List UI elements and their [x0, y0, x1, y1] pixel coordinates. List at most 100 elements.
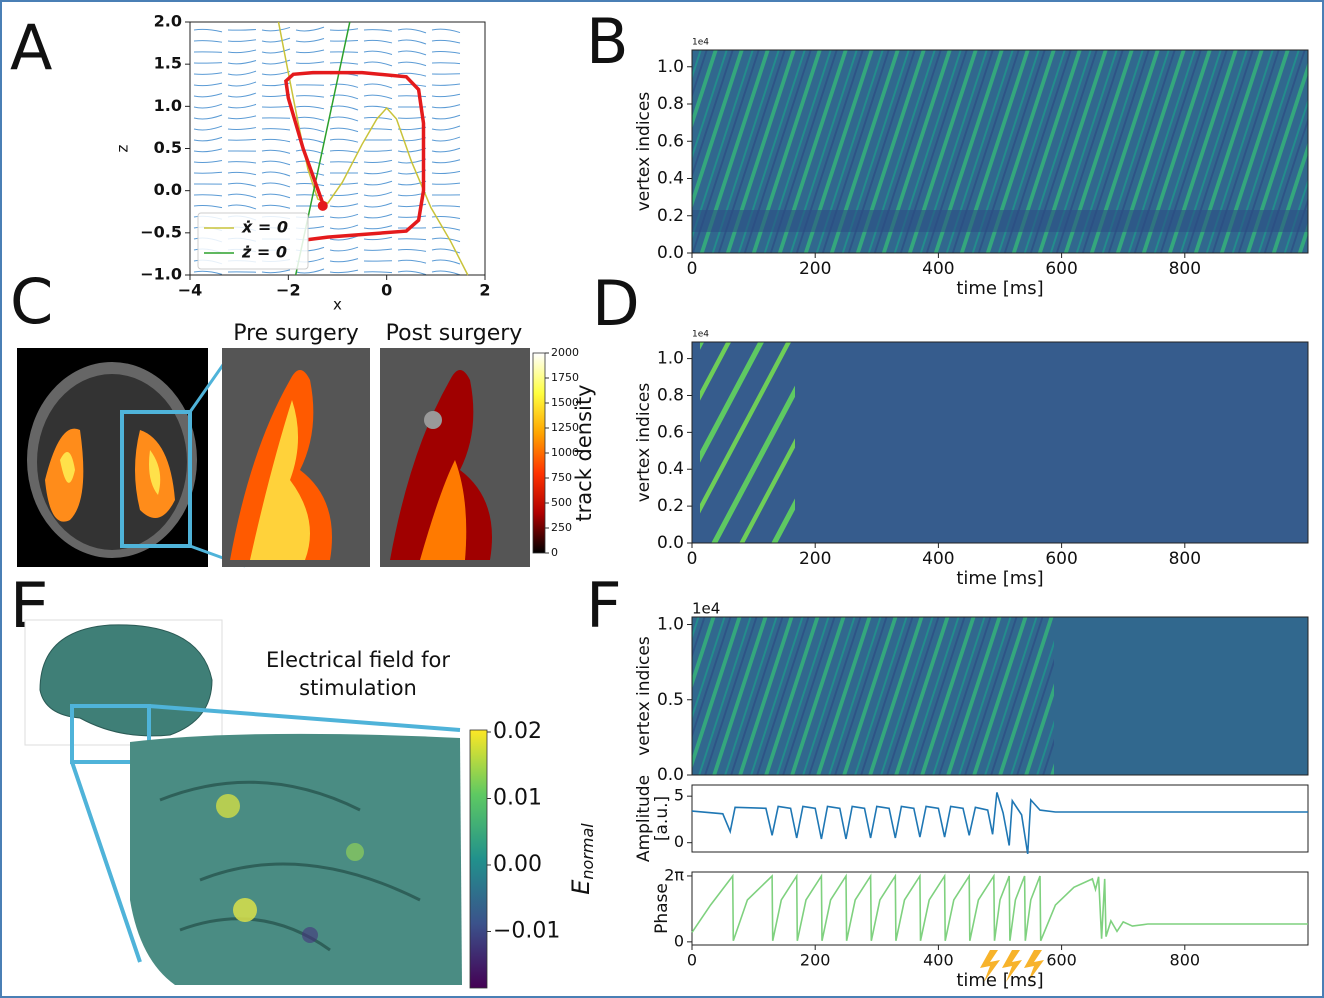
streamline — [227, 115, 257, 120]
field-coldspot — [302, 927, 318, 943]
bolt — [980, 950, 1000, 982]
streamline — [363, 271, 393, 274]
streamline — [329, 40, 359, 42]
streamline — [227, 138, 257, 141]
colorbar-tick-label: 1750 — [551, 371, 579, 384]
y-tick-label: 0.0 — [154, 180, 182, 199]
image-title: stimulation — [299, 676, 417, 700]
zoom-box — [120, 410, 192, 548]
axes-frame — [691, 616, 1309, 776]
streamline — [397, 50, 427, 56]
streamline — [295, 105, 325, 110]
streamline — [397, 72, 427, 77]
streamline — [363, 105, 393, 110]
streamline — [295, 61, 325, 64]
streamline — [363, 83, 393, 89]
streamline — [193, 51, 223, 53]
streamline — [363, 248, 393, 251]
colorbar-tick-label: 0.01 — [493, 785, 542, 810]
zoom-box — [70, 704, 151, 764]
legend-label: ẋ = 0 — [241, 218, 288, 237]
streamline — [397, 215, 427, 218]
streamline — [329, 83, 359, 88]
streamline — [193, 125, 223, 131]
streamline — [261, 138, 291, 143]
streamline — [193, 194, 223, 197]
streamline — [261, 26, 291, 32]
streamline — [329, 182, 359, 185]
streamline — [431, 83, 461, 86]
streamline — [295, 26, 325, 32]
streamline — [397, 249, 427, 252]
streamline — [329, 116, 359, 122]
streamline — [431, 136, 461, 142]
heatmap-band — [692, 210, 1308, 232]
streamline — [193, 93, 223, 98]
streamline — [227, 193, 257, 199]
colorbar-tick-label: 1000 — [551, 446, 579, 459]
field-hotspot — [216, 794, 240, 818]
x-tick-label: 400 — [922, 259, 954, 279]
y-tick-label: 0.2 — [657, 496, 684, 516]
tracts — [45, 428, 175, 522]
panel-letter: A — [10, 11, 52, 84]
colorbar-label: track density — [572, 384, 596, 521]
x-tick-label: 0 — [381, 281, 392, 300]
streamline — [193, 103, 223, 109]
x-tick-label: −2 — [276, 281, 301, 300]
colorbar-tick-label: 1500 — [551, 396, 579, 409]
streamline — [329, 258, 359, 263]
x-tick-label: 200 — [799, 259, 831, 279]
streamline — [193, 171, 223, 174]
streamline — [397, 28, 427, 34]
series-line — [691, 873, 1308, 942]
streamline — [227, 161, 257, 164]
streamline — [431, 182, 461, 185]
streamline — [227, 29, 257, 31]
y-tick-label: 0.8 — [657, 94, 684, 114]
axes-frame — [691, 784, 1309, 853]
x-tick-label: 800 — [1170, 951, 1201, 970]
streamline — [295, 182, 325, 187]
streamline — [227, 60, 257, 65]
streamline — [431, 39, 461, 44]
streamline — [227, 204, 257, 210]
heatmap-burst — [700, 342, 795, 543]
bolt — [1002, 950, 1022, 982]
y-tick-label: 5 — [674, 786, 684, 805]
streamline — [261, 149, 291, 154]
streamline — [397, 95, 427, 98]
y-tick-label: 0.0 — [657, 243, 684, 263]
streamline — [363, 159, 393, 164]
streamline — [431, 170, 461, 175]
colorbar-tick-label: −0.01 — [493, 918, 560, 943]
x-axis-label: time [ms] — [956, 970, 1043, 991]
streamline — [431, 51, 461, 54]
colorbar-tick-label: 500 — [551, 496, 572, 509]
y-tick-label: 1.0 — [657, 57, 684, 77]
series-line — [691, 792, 1308, 855]
streamline — [431, 226, 461, 231]
x-tick-label: −4 — [178, 281, 203, 300]
colorbar — [532, 352, 546, 554]
streamline — [431, 216, 461, 219]
streamline — [261, 70, 291, 76]
y-tick-label: 0.0 — [657, 765, 684, 785]
tracts — [390, 370, 492, 560]
streamline — [329, 213, 359, 219]
streamline — [193, 82, 223, 87]
panel-letter: B — [586, 5, 629, 78]
y-tick-label: −0.5 — [140, 222, 182, 241]
streamline — [363, 39, 393, 44]
streamline — [363, 61, 393, 67]
label-sub: normal — [578, 823, 597, 880]
streamline — [363, 170, 393, 175]
streamline — [329, 149, 359, 154]
streamline — [295, 95, 325, 98]
streamline — [431, 248, 461, 254]
streamline — [329, 192, 359, 197]
x-tick-label: 400 — [922, 549, 954, 569]
y-tick-label: 0.6 — [657, 131, 684, 151]
streamline — [431, 237, 461, 243]
